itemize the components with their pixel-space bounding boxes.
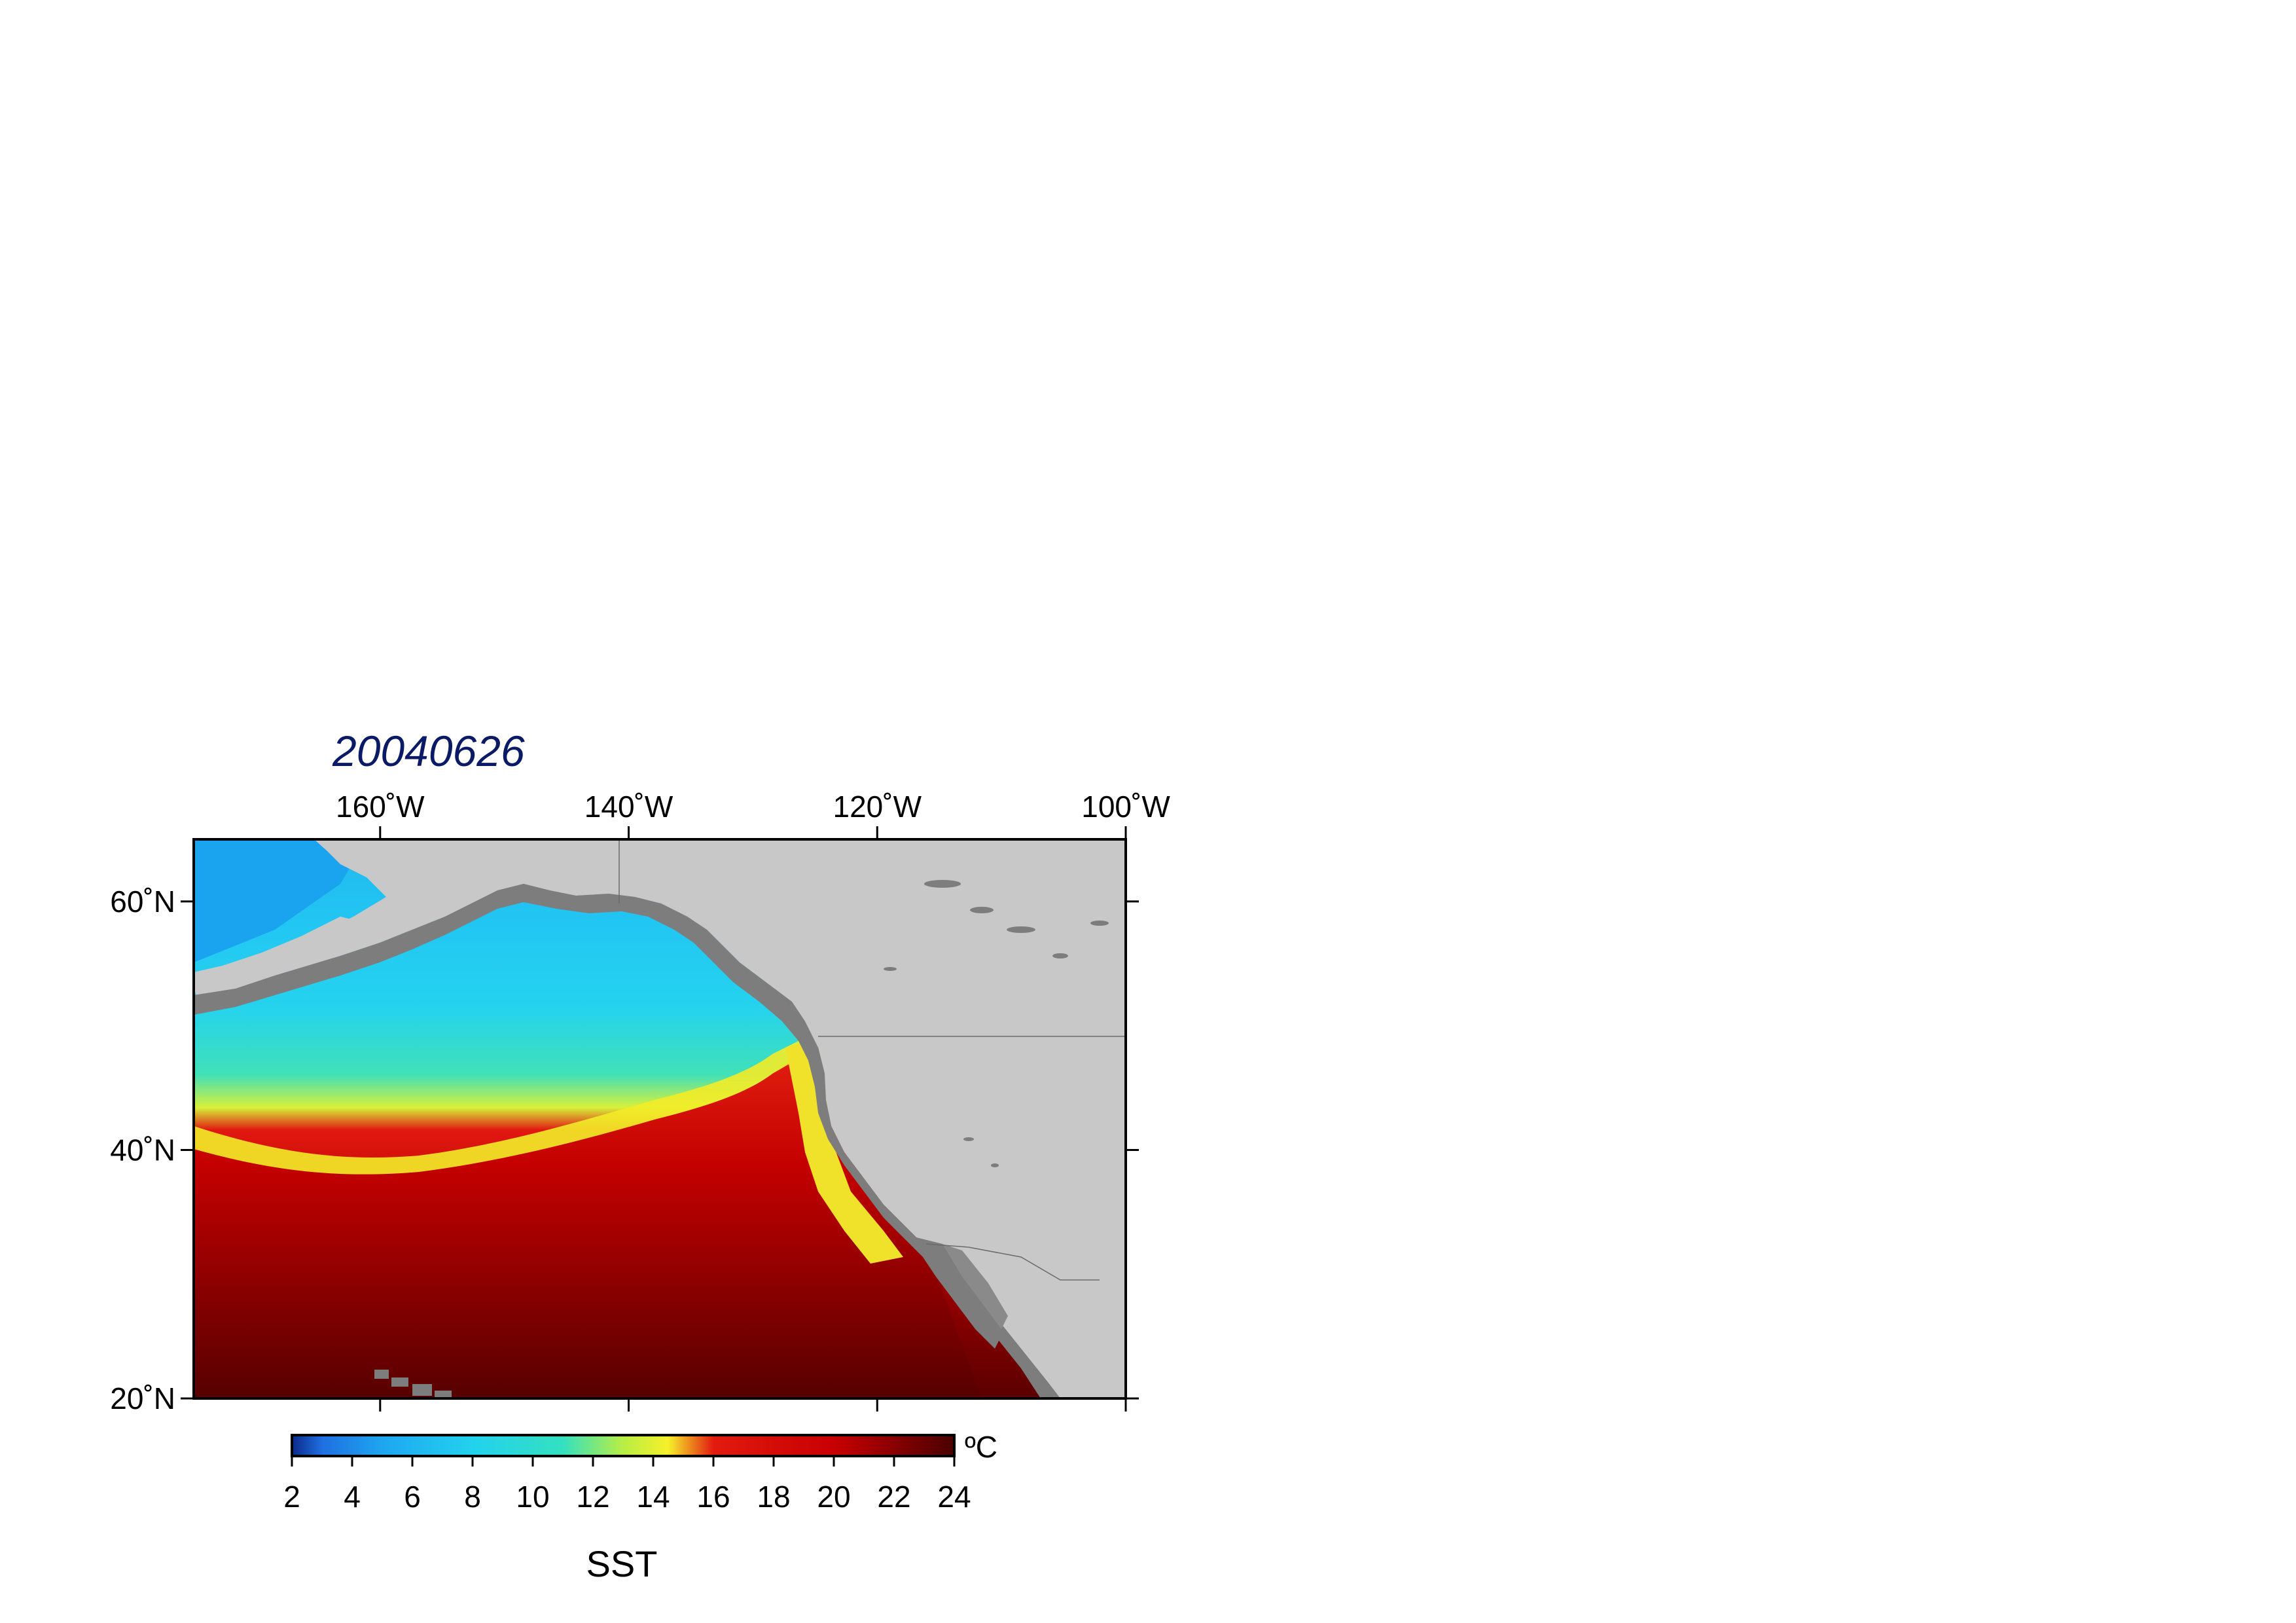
land-alaska-peninsula	[194, 917, 367, 992]
longitude-ticks: 160˚W 140˚W 120˚W 100˚W	[336, 790, 1170, 1412]
colorbar-tick-label: 10	[516, 1480, 549, 1514]
colorbar	[291, 1434, 956, 1457]
colorbar-label: SST	[586, 1543, 658, 1584]
lon-tick-label: 140˚W	[584, 790, 673, 824]
lon-tick-label: 100˚W	[1081, 790, 1170, 824]
colorbar-tick-label: 20	[817, 1480, 850, 1514]
sst-coastal-upwelling	[785, 1041, 903, 1264]
colorbar-tick-label: 18	[757, 1480, 790, 1514]
land-baja	[916, 1237, 1001, 1349]
colorbar-tick-label: 24	[937, 1480, 971, 1514]
colorbar-unit: ºC	[965, 1430, 997, 1464]
map-title: 20040626	[332, 727, 525, 775]
colorbar-tick-label: 8	[464, 1480, 481, 1514]
land-north-america	[194, 839, 1126, 1398]
colorbar-tick-label: 22	[877, 1480, 910, 1514]
colorbar-ticks: 2 4 6 8 10 12 14 16 18 20 22 24	[283, 1456, 971, 1514]
colorbar-tick-label: 6	[404, 1480, 421, 1514]
sst-bering-cold	[194, 839, 367, 962]
border-us-mexico	[925, 1243, 1100, 1281]
colorbar-tick-label: 12	[576, 1480, 609, 1514]
colorbar-tick-label: 2	[283, 1480, 300, 1514]
lon-tick-label: 160˚W	[336, 790, 425, 824]
colorbar-tick-label: 4	[344, 1480, 361, 1514]
latitude-ticks: 60˚N 40˚N 20˚N	[110, 884, 1139, 1415]
lat-tick-label: 60˚N	[110, 884, 175, 919]
map-frame	[192, 838, 1127, 1400]
map-plot-area	[194, 839, 1126, 1398]
colorbar-tick-label: 14	[636, 1480, 670, 1514]
sst-front	[194, 1034, 818, 1175]
hawaii-islands	[374, 1370, 452, 1398]
lon-tick-label: 120˚W	[833, 790, 922, 824]
gulf-of-california	[942, 1244, 1008, 1329]
lakes	[884, 880, 1109, 1167]
lat-tick-label: 20˚N	[110, 1381, 175, 1415]
lat-tick-label: 40˚N	[110, 1133, 175, 1167]
colorbar-tick-label: 16	[696, 1480, 730, 1514]
sst-warm-region	[194, 1041, 982, 1398]
